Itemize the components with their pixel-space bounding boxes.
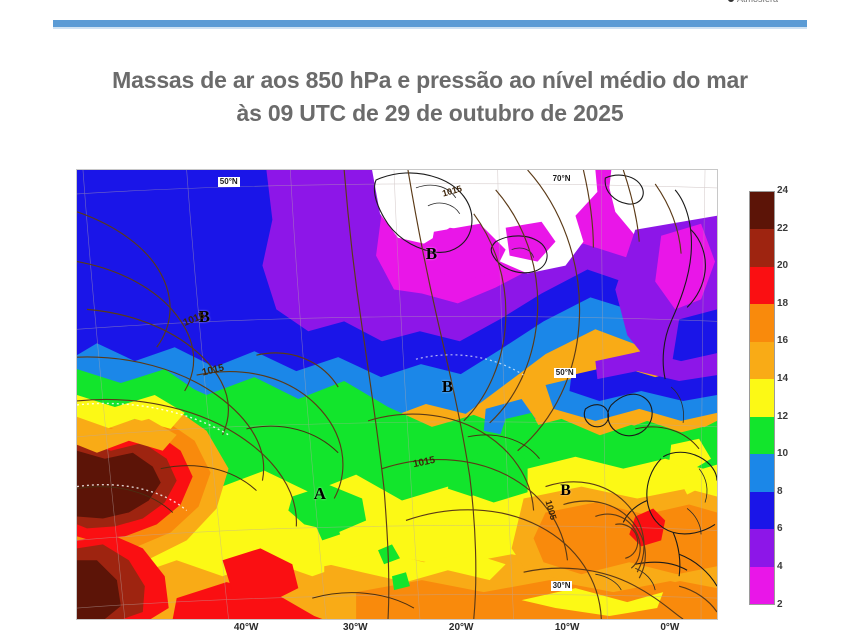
graticule-label-50n-right: 50°N <box>553 367 576 378</box>
colorbar-tick-14: 14 <box>777 373 789 384</box>
map-canvas <box>77 170 717 619</box>
colorbar-tick-16: 16 <box>777 335 789 347</box>
colorbar-band-16-18 <box>750 304 774 342</box>
lon-tick-30w: 30°W <box>342 622 368 633</box>
graticule-label-50n-left: 50°N <box>217 176 240 187</box>
pressure-center-low-greenland: B <box>425 244 438 264</box>
colorbar-band-22-24 <box>750 192 774 230</box>
colorbar-band-6-8 <box>750 491 774 530</box>
page-title: Massas de ar aos 850 hPa e pressão ao ní… <box>0 64 860 130</box>
longitude-axis: 40°W 30°W 20°W 10°W 0°W <box>76 622 718 638</box>
pressure-center-low-nw: B <box>198 306 210 326</box>
header-divider-shadow <box>53 27 807 29</box>
colorbar-tick-6: 6 <box>777 523 783 535</box>
pressure-center-low-iberia: B <box>560 482 571 500</box>
lon-tick-40w: 40°W <box>233 622 259 633</box>
title-line-1: Massas de ar aos 850 hPa e pressão ao ní… <box>112 67 748 93</box>
header-item-label: Atmosfera <box>737 0 778 4</box>
pressure-center-low-central: B <box>441 376 454 396</box>
colorbar-band-10-12 <box>750 416 774 455</box>
lon-tick-0w: 0°W <box>660 622 680 633</box>
graticule-label-70n: 70°N <box>550 173 573 184</box>
colorbar-tick-10: 10 <box>777 448 789 460</box>
colorbar-tick-24: 24 <box>777 185 789 196</box>
title-line-2: às 09 UTC de 29 de outubro de 2025 <box>236 100 624 126</box>
colorbar-tick-18: 18 <box>777 297 789 309</box>
colorbar-tick-12: 12 <box>777 410 789 422</box>
colorbar-band-12-14 <box>750 379 774 417</box>
graticule-label-30n: 30°N <box>550 580 573 591</box>
colorbar-band-8-10 <box>750 454 774 492</box>
colorbar-band-4-6 <box>750 529 774 567</box>
bullet-icon <box>728 0 734 2</box>
pressure-center-high-atlantic: A <box>313 484 327 504</box>
header-divider <box>53 20 807 27</box>
colorbar-tick-2: 2 <box>777 598 783 610</box>
lon-tick-20w: 20°W <box>448 622 474 633</box>
colorbar-band-18-20 <box>750 266 774 305</box>
colorbar-band-2-4 <box>750 566 774 604</box>
colorbar-band-14-16 <box>750 341 774 380</box>
map-frame: 50°N 70°N 50°N 30°N B B B A B 1015 1015 … <box>76 169 718 620</box>
colorbar-tick-22: 22 <box>777 222 789 234</box>
lon-tick-10w: 10°W <box>554 622 580 633</box>
colorbar-tick-20: 20 <box>777 260 789 272</box>
temperature-colorbar <box>749 191 775 605</box>
page-header-strip: Atmosfera <box>0 0 860 11</box>
header-item-atmosfera[interactable]: Atmosfera <box>728 0 778 4</box>
weather-map-figure: 50°N 70°N 50°N 30°N B B B A B 1015 1015 … <box>76 169 718 620</box>
colorbar-tick-8: 8 <box>777 485 783 497</box>
colorbar-tick-4: 4 <box>777 561 783 572</box>
colorbar-band-20-22 <box>750 229 774 267</box>
colorbar-tick-labels: 24 22 20 18 16 14 12 10 8 6 4 2 <box>777 185 817 611</box>
